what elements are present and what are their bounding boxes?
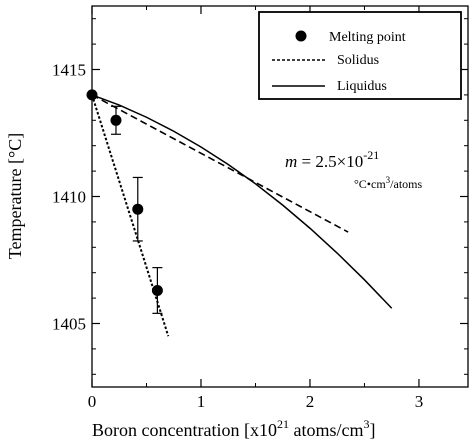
melting-point-marker-3: [151, 284, 163, 296]
x-axis-title-mid: atoms/cm: [289, 420, 364, 440]
legend-marker-melting-point: [295, 30, 307, 42]
y-tick-label-2: 1415: [52, 61, 86, 80]
slope-value: = 2.5×10: [297, 152, 363, 171]
slope-annotation: m = 2.5×10-21: [285, 148, 379, 171]
liquidus-line: [91, 94, 393, 309]
solidus-line: [91, 94, 170, 337]
series-layer: [86, 89, 393, 337]
legend-box: [258, 11, 462, 100]
x-axis-title-suffix: ]: [369, 420, 375, 440]
slope-unit-suffix: /atoms: [390, 177, 422, 191]
y-tick-label-0: 1405: [52, 315, 86, 334]
y-tick-label-1: 1410: [52, 188, 86, 207]
slope-unit-exponent: 3: [386, 175, 391, 185]
x-tick-label-0: 0: [88, 392, 97, 411]
y-axis-title: Temperature [°C]: [5, 133, 25, 259]
melting-point-marker-2: [132, 203, 144, 215]
slope-unit: °C•cm3/atoms: [354, 175, 423, 191]
x-tick-label-2: 2: [306, 392, 315, 411]
x-axis-title-exp2: 3: [363, 417, 369, 431]
x-axis-title-exp1: 21: [277, 417, 289, 431]
legend-label-melting-point: Melting point: [329, 30, 406, 45]
legend: Melting point Solidus Liquidus: [258, 11, 462, 100]
x-axis-title-prefix: Boron concentration [x10: [92, 420, 277, 440]
x-tick-label-1: 1: [197, 392, 206, 411]
slope-m-label: m: [285, 152, 297, 171]
legend-label-liquidus: Liquidus: [337, 79, 387, 94]
legend-label-solidus: Solidus: [337, 53, 379, 68]
slope-unit-prefix: °C•cm: [354, 177, 386, 191]
tangent-line: [91, 94, 349, 233]
melting-point-marker-1: [110, 114, 122, 126]
slope-exponent: -21: [363, 148, 379, 162]
y-axis: 1405 1410 1415: [52, 18, 468, 375]
x-axis-title: Boron concentration [x1021 atoms/cm3]: [92, 417, 375, 440]
x-tick-label-3: 3: [415, 392, 424, 411]
melting-point-marker-0: [86, 89, 98, 101]
